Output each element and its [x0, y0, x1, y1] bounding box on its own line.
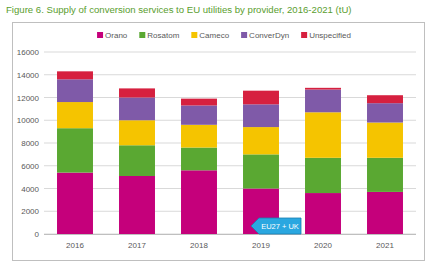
- bar-segment: [305, 88, 341, 90]
- x-axis-line: [44, 234, 416, 235]
- grid-line: [44, 211, 416, 212]
- y-tick-label: 8000: [21, 139, 39, 148]
- legend-label: Rosatom: [147, 31, 179, 40]
- x-axis: 2016 2017 2018 2019 2020 2021: [66, 241, 394, 250]
- bar-segment: [305, 158, 341, 193]
- x-tick-label: 2016: [66, 241, 84, 250]
- legend-swatch: [241, 32, 247, 38]
- annotation: EU27 + UK: [251, 218, 301, 234]
- grid-line: [44, 52, 416, 53]
- legend-swatch: [191, 32, 197, 38]
- grid-line: [44, 74, 416, 75]
- chart: Figure 6. Supply of conversion services …: [0, 0, 440, 265]
- title: Figure 6. Supply of conversion services …: [6, 4, 352, 15]
- y-tick-label: 4000: [21, 185, 39, 194]
- grid-line: [44, 165, 416, 166]
- bar-segment: [181, 125, 217, 148]
- legend-swatch: [139, 32, 145, 38]
- y-axis: 0 2000 4000 6000 8000 10000 12000 14000 16000: [17, 48, 416, 239]
- grid-line: [44, 97, 416, 98]
- legend-label: ConverDyn: [249, 31, 289, 40]
- y-tick-label: 14000: [17, 71, 40, 80]
- bar-segment: [57, 71, 93, 79]
- bar-segment: [57, 79, 93, 102]
- bar-segment: [181, 148, 217, 171]
- bar-segment: [367, 103, 403, 122]
- bar-segment: [181, 170, 217, 234]
- bar-segment: [57, 102, 93, 128]
- bar-segment: [243, 127, 279, 154]
- bar-segment: [119, 120, 155, 145]
- y-tick-label: 6000: [21, 162, 39, 171]
- bar-segment: [305, 193, 341, 234]
- grid-line: [44, 234, 416, 235]
- y-tick-label: 16000: [17, 48, 40, 57]
- x-tick-label: 2018: [190, 241, 208, 250]
- bar-segment: [57, 173, 93, 234]
- legend-label: Orano: [105, 31, 128, 40]
- bar-segment: [367, 123, 403, 158]
- bar-segment: [367, 192, 403, 234]
- bar-segment: [119, 98, 155, 121]
- bar-segment: [119, 176, 155, 234]
- legend: Orano Rosatom Cameco ConverDyn Unspecified: [97, 31, 351, 40]
- x-tick-label: 2020: [314, 241, 332, 250]
- x-tick-label: 2021: [376, 241, 394, 250]
- legend-swatch: [301, 32, 307, 38]
- legend-swatch: [97, 32, 103, 38]
- bar-segment: [243, 154, 279, 188]
- bar-segment: [243, 91, 279, 105]
- y-tick-label: 10000: [17, 116, 40, 125]
- legend-label: Unspecified: [309, 31, 351, 40]
- grid-line: [44, 188, 416, 189]
- bar-segment: [243, 104, 279, 127]
- chart-container: Figure 6. Supply of conversion services …: [0, 0, 440, 265]
- bar-segment: [181, 99, 217, 106]
- bar-segment: [119, 88, 155, 97]
- y-tick-label: 12000: [17, 94, 40, 103]
- legend-label: Cameco: [199, 31, 229, 40]
- bars: [57, 71, 403, 234]
- grid-line: [44, 120, 416, 121]
- annotation-text: EU27 + UK: [261, 222, 299, 231]
- grid-line: [44, 143, 416, 144]
- annotation-arrow: [251, 218, 301, 234]
- x-tick-label: 2019: [252, 241, 270, 250]
- bar-segment: [305, 112, 341, 158]
- bar-segment: [57, 128, 93, 172]
- chart-frame: [13, 23, 425, 261]
- bar-segment: [181, 105, 217, 124]
- bar-segment: [305, 90, 341, 113]
- bar-segment: [367, 158, 403, 192]
- y-tick-label: 2000: [21, 207, 39, 216]
- y-tick-label: 0: [35, 230, 40, 239]
- bar-segment: [367, 95, 403, 103]
- x-tick-label: 2017: [128, 241, 146, 250]
- bar-segment: [119, 145, 155, 176]
